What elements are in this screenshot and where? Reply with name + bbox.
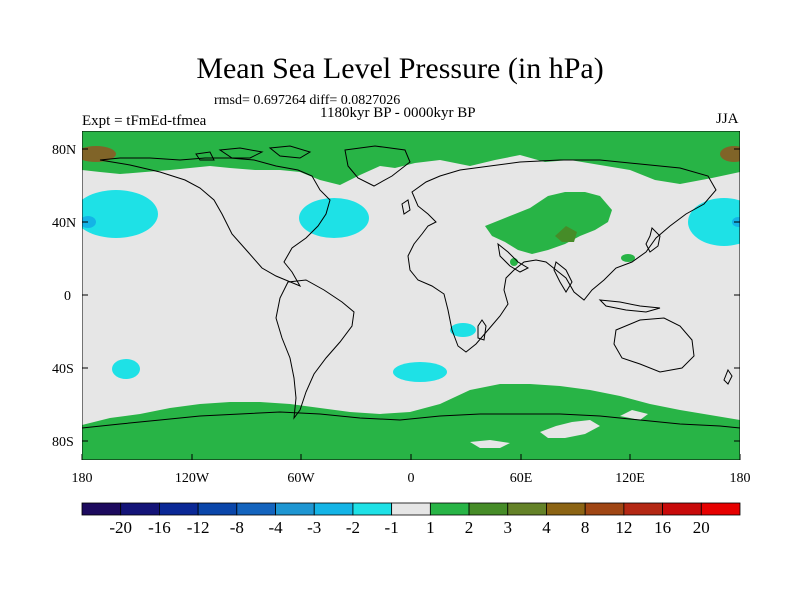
colorbar-label: -20: [109, 518, 132, 537]
colorbar-label: 4: [542, 518, 551, 537]
antarctic-neutral-hole-3: [620, 410, 648, 420]
colorbar-label: -2: [346, 518, 360, 537]
colorbar-swatch: [662, 502, 702, 516]
lon-label: 180: [730, 471, 751, 486]
experiment-text: Expt = tFmEd-tfmea: [82, 113, 207, 129]
lat-label: 0: [64, 289, 71, 304]
map-title: Mean Sea Level Pressure (in hPa): [196, 52, 604, 85]
lat-ticks: [82, 148, 740, 442]
south-africa-negative: [450, 323, 476, 337]
arctic-dark-spot-west: [82, 146, 116, 162]
colorbar-swatch: [429, 502, 470, 516]
lon-ticks: [81, 454, 741, 460]
arabia-positive-small: [510, 258, 518, 266]
colorbar-label: -16: [148, 518, 171, 537]
lon-label: 60W: [287, 471, 315, 486]
colorbar-label: -4: [268, 518, 283, 537]
eurasia-positive-region: [485, 192, 612, 254]
lat-label: 80S: [52, 435, 74, 450]
south-pacific-negative: [112, 359, 140, 379]
colorbar-swatch: [120, 502, 160, 516]
eurasia-positive-mid-region: [555, 226, 577, 242]
stats-text: rmsd= 0.697264 diff= 0.0827026: [214, 93, 401, 108]
colorbar-swatch: [352, 502, 393, 516]
colorbar-swatch: [584, 502, 625, 516]
colorbar-label: 2: [465, 518, 474, 537]
map-plot-area: [82, 131, 740, 460]
lat-labels: 80N 40N 0 40S 80S: [52, 143, 76, 450]
south-atlantic-negative: [393, 362, 447, 382]
colorbar-label: 3: [504, 518, 513, 537]
lat-label: 40N: [52, 216, 76, 231]
antarctic-neutral-hole-2: [540, 420, 600, 438]
colorbar-label: -8: [230, 518, 244, 537]
colorbar-swatch: [81, 502, 122, 516]
arctic-dark-spot-east: [720, 146, 740, 162]
colorbar-label: -3: [307, 518, 321, 537]
north-pacific-negative-west-core: [82, 216, 96, 228]
colorbar-label: 16: [654, 518, 671, 537]
lon-labels: 180 120W 60W 0 60E 120E 180: [72, 471, 751, 486]
period-text: 1180kyr BP - 0000kyr BP: [320, 105, 476, 121]
colorbar-swatch: [546, 502, 586, 516]
antarctic-neutral-hole-1: [470, 440, 510, 448]
lon-label: 0: [408, 471, 415, 486]
colorbar-swatch: [159, 502, 199, 516]
arctic-positive-region: [82, 131, 740, 185]
colorbar-swatch: [700, 502, 741, 516]
colorbar-swatch: [507, 502, 547, 516]
colorbar-swatch: [275, 502, 315, 516]
colorbar-label: 20: [693, 518, 710, 537]
lat-label: 40S: [52, 362, 74, 377]
colorbar-swatch: [313, 502, 354, 516]
lon-label: 60E: [510, 471, 533, 486]
lon-label: 120W: [175, 471, 210, 486]
colorbar-label: 1: [426, 518, 435, 537]
colorbar-label: 12: [615, 518, 632, 537]
eurasia-positive-small: [621, 254, 635, 262]
lon-label: 180: [72, 471, 93, 486]
lat-label: 80N: [52, 143, 76, 158]
north-pacific-negative-west: [82, 190, 158, 238]
colorbar-label: 8: [581, 518, 590, 537]
season-label: JJA: [716, 111, 739, 127]
colorbar: -20 -16 -12 -8 -4 -3 -2 -1 1 2 3 4 8 12 16 20: [81, 502, 741, 537]
colorbar-swatch: [391, 502, 431, 516]
antarctic-positive-region: [82, 384, 740, 460]
colorbar-swatch: [468, 502, 509, 516]
colorbar-swatch: [197, 502, 238, 516]
colorbar-swatch: [623, 502, 663, 516]
colorbar-label: -1: [385, 518, 399, 537]
lon-label: 120E: [615, 471, 645, 486]
coastlines: [82, 145, 740, 429]
north-pacific-negative-east: [688, 198, 740, 246]
colorbar-swatch: [236, 502, 276, 516]
north-atlantic-negative: [299, 198, 369, 238]
colorbar-label: -12: [187, 518, 210, 537]
